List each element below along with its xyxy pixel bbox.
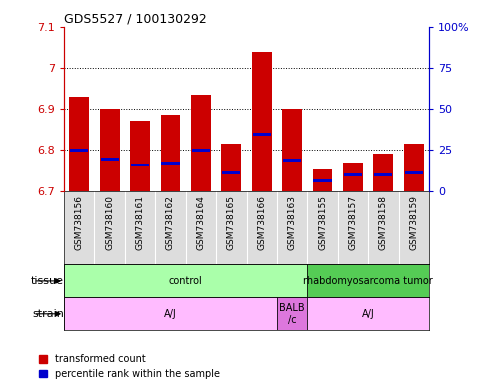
Text: A/J: A/J <box>362 309 375 319</box>
Text: tissue: tissue <box>31 276 64 286</box>
Bar <box>161 162 179 165</box>
Bar <box>405 171 423 174</box>
Text: BALB
/c: BALB /c <box>280 303 305 324</box>
Text: strain: strain <box>32 309 64 319</box>
Text: GSM738160: GSM738160 <box>105 195 114 250</box>
Text: GSM738161: GSM738161 <box>136 195 144 250</box>
Text: GSM738164: GSM738164 <box>196 195 206 250</box>
Text: GSM738163: GSM738163 <box>287 195 297 250</box>
Bar <box>64 265 307 297</box>
Bar <box>277 297 307 330</box>
Text: GSM738157: GSM738157 <box>349 195 357 250</box>
Text: rhabdomyosarcoma tumor: rhabdomyosarcoma tumor <box>303 276 433 286</box>
Bar <box>130 121 150 191</box>
Bar <box>307 265 429 297</box>
Bar <box>314 179 332 182</box>
Bar <box>191 95 211 191</box>
Bar <box>343 162 363 191</box>
Text: GSM738162: GSM738162 <box>166 195 175 250</box>
Bar <box>313 169 332 191</box>
Text: control: control <box>169 276 203 286</box>
Bar <box>192 149 210 152</box>
Bar <box>100 109 120 191</box>
Text: GDS5527 / 100130292: GDS5527 / 100130292 <box>64 13 207 26</box>
Bar <box>404 144 423 191</box>
Bar <box>70 97 89 191</box>
Bar <box>252 133 271 136</box>
Bar <box>221 144 241 191</box>
Bar <box>70 149 88 152</box>
Text: GSM738165: GSM738165 <box>227 195 236 250</box>
Bar <box>252 51 272 191</box>
Bar <box>131 164 149 167</box>
Bar <box>64 297 277 330</box>
Text: GSM738159: GSM738159 <box>409 195 418 250</box>
Bar <box>101 158 119 161</box>
Text: GSM738158: GSM738158 <box>379 195 388 250</box>
Bar <box>307 297 429 330</box>
Bar <box>282 109 302 191</box>
Text: A/J: A/J <box>164 309 177 319</box>
Bar <box>222 171 241 174</box>
Bar <box>374 173 392 175</box>
Text: GSM738156: GSM738156 <box>75 195 84 250</box>
Legend: transformed count, percentile rank within the sample: transformed count, percentile rank withi… <box>39 354 220 379</box>
Bar <box>161 115 180 191</box>
Bar <box>373 154 393 191</box>
Text: GSM738166: GSM738166 <box>257 195 266 250</box>
Bar <box>344 174 362 176</box>
Bar <box>283 159 301 162</box>
Text: GSM738155: GSM738155 <box>318 195 327 250</box>
